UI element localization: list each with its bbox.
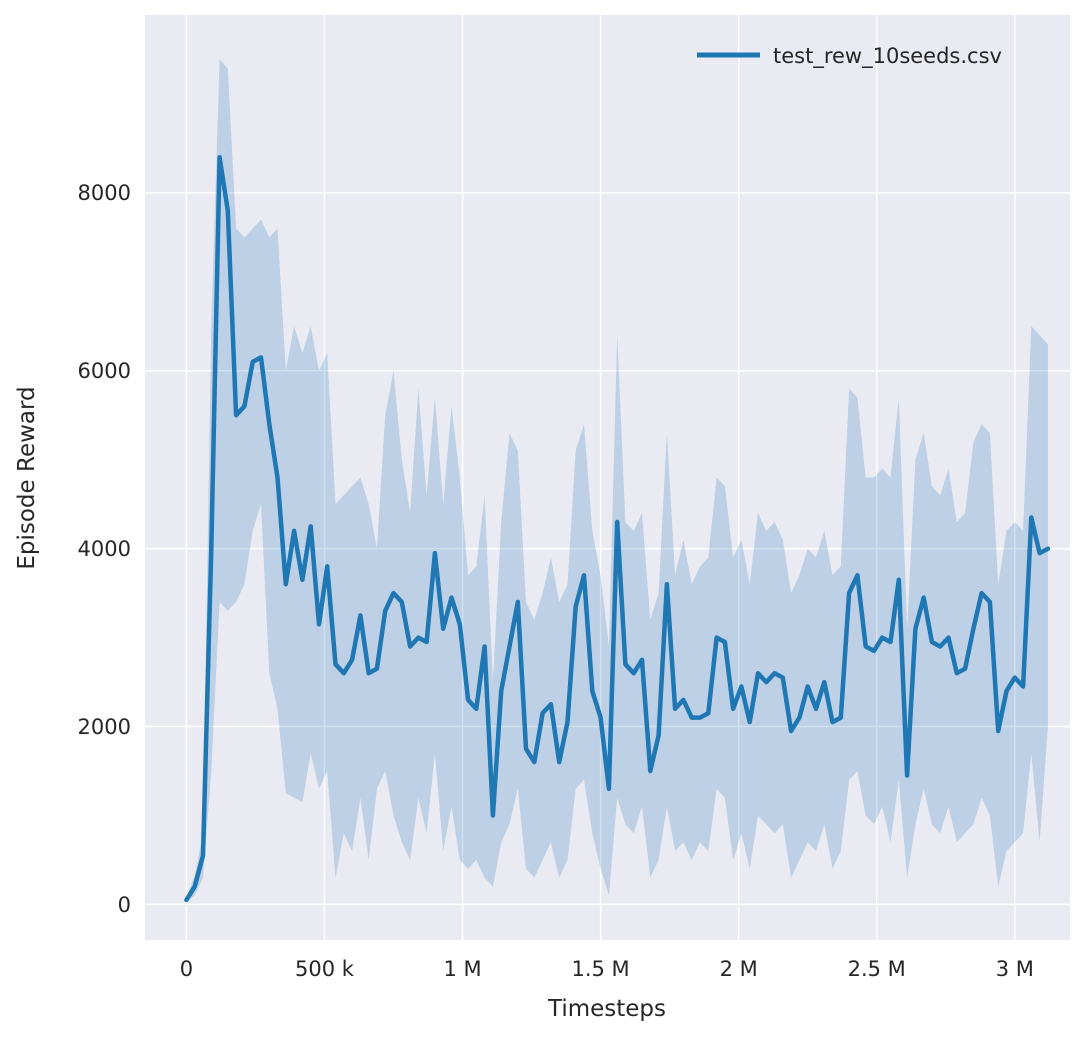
x-tick-label: 1 M bbox=[443, 957, 481, 981]
reward-line bbox=[184, 155, 1051, 903]
x-tick-label: 3 M bbox=[996, 957, 1034, 981]
y-tick-label: 0 bbox=[118, 893, 131, 917]
confidence-band bbox=[186, 59, 1048, 902]
plot-area: 0 500 k 1 M 1.5 M 2 M 2.5 M 3 M 0 2000 4000 6000 80… bbox=[78, 15, 1070, 981]
y-tick-label: 2000 bbox=[78, 715, 131, 739]
y-tick-label: 8000 bbox=[78, 181, 131, 205]
x-tick-label: 2.5 M bbox=[848, 957, 906, 981]
x-tick-label: 2 M bbox=[720, 957, 758, 981]
x-axis-label: Timesteps bbox=[547, 996, 666, 1022]
y-tick-label: 4000 bbox=[78, 537, 131, 561]
legend: test_rew_10seeds.csv bbox=[697, 44, 1002, 69]
x-tick-label: 500 k bbox=[295, 957, 355, 981]
legend-label: test_rew_10seeds.csv bbox=[773, 44, 1002, 69]
y-tick-label: 6000 bbox=[78, 359, 131, 383]
x-tick-label: 1.5 M bbox=[571, 957, 629, 981]
x-tick-label: 0 bbox=[180, 957, 193, 981]
y-axis-label: Episode Reward bbox=[14, 386, 40, 569]
